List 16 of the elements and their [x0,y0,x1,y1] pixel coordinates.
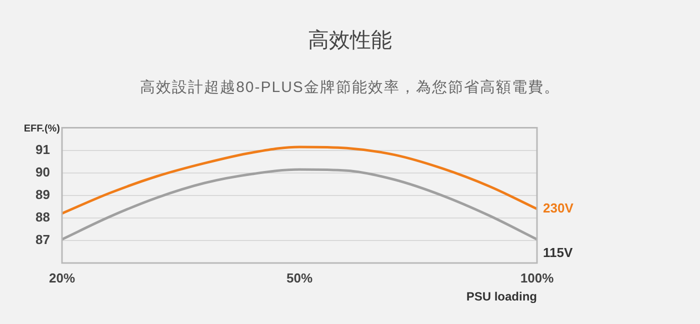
y-tick-label: 91 [36,142,50,157]
y-tick-label: 90 [36,164,50,180]
x-axis-title: PSU loading [466,289,537,304]
series-label: 230V [543,200,574,216]
y-axis-title: EFF.(%) [24,124,60,135]
x-tick-label: 100% [520,270,554,286]
line-series [60,168,538,241]
y-tick-label: 87 [36,232,50,248]
y-tick-label: 88 [36,210,50,225]
series-label: 115V [543,244,573,260]
line-series [60,146,538,215]
x-tick-label: 20% [48,270,76,286]
chart-subtitle: 高效設計超越80-PLUS金牌節能效率，為您節省高額電費。 [139,78,561,97]
chart-title: 高效性能 [307,28,393,54]
x-tick-label: 50% [286,270,313,286]
y-tick-label: 89 [36,186,50,202]
